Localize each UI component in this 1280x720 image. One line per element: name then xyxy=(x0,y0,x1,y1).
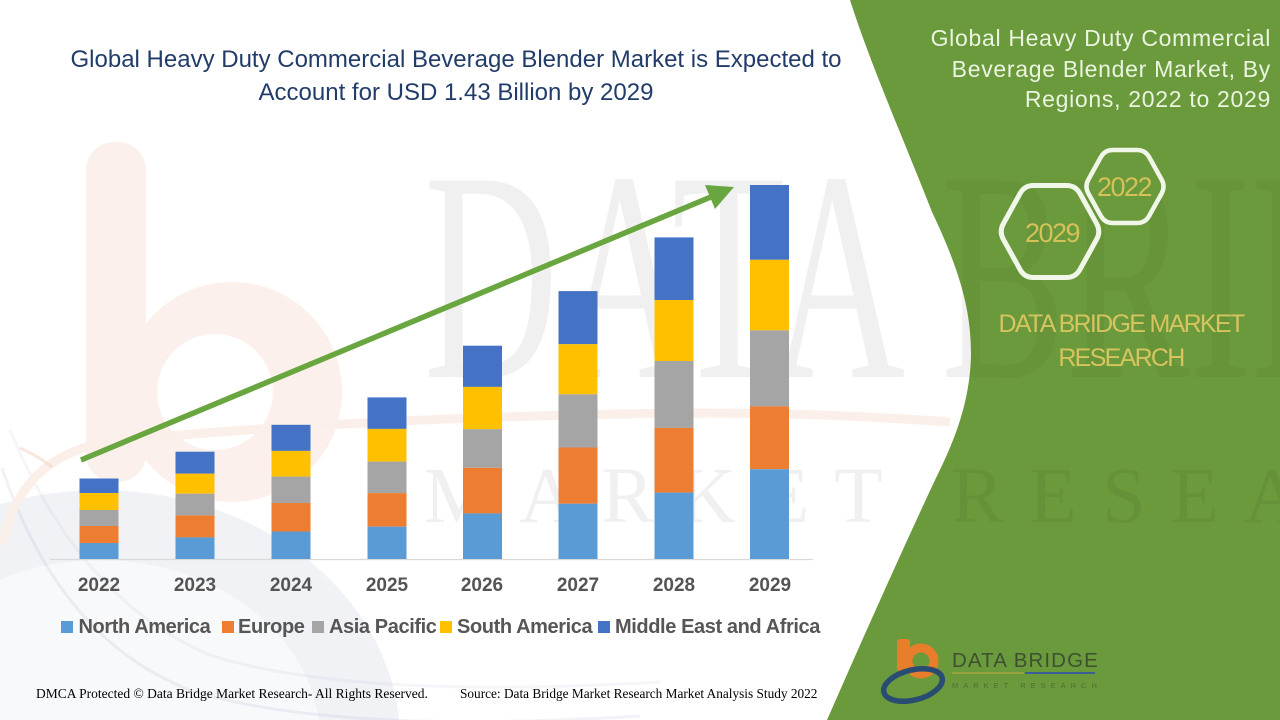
svg-text:MARKET RESEARCH: MARKET RESEARCH xyxy=(952,681,1102,690)
svg-text:2029: 2029 xyxy=(1025,218,1080,248)
svg-text:2022: 2022 xyxy=(1097,172,1152,202)
svg-text:DATA BRIDGE: DATA BRIDGE xyxy=(952,649,1099,672)
